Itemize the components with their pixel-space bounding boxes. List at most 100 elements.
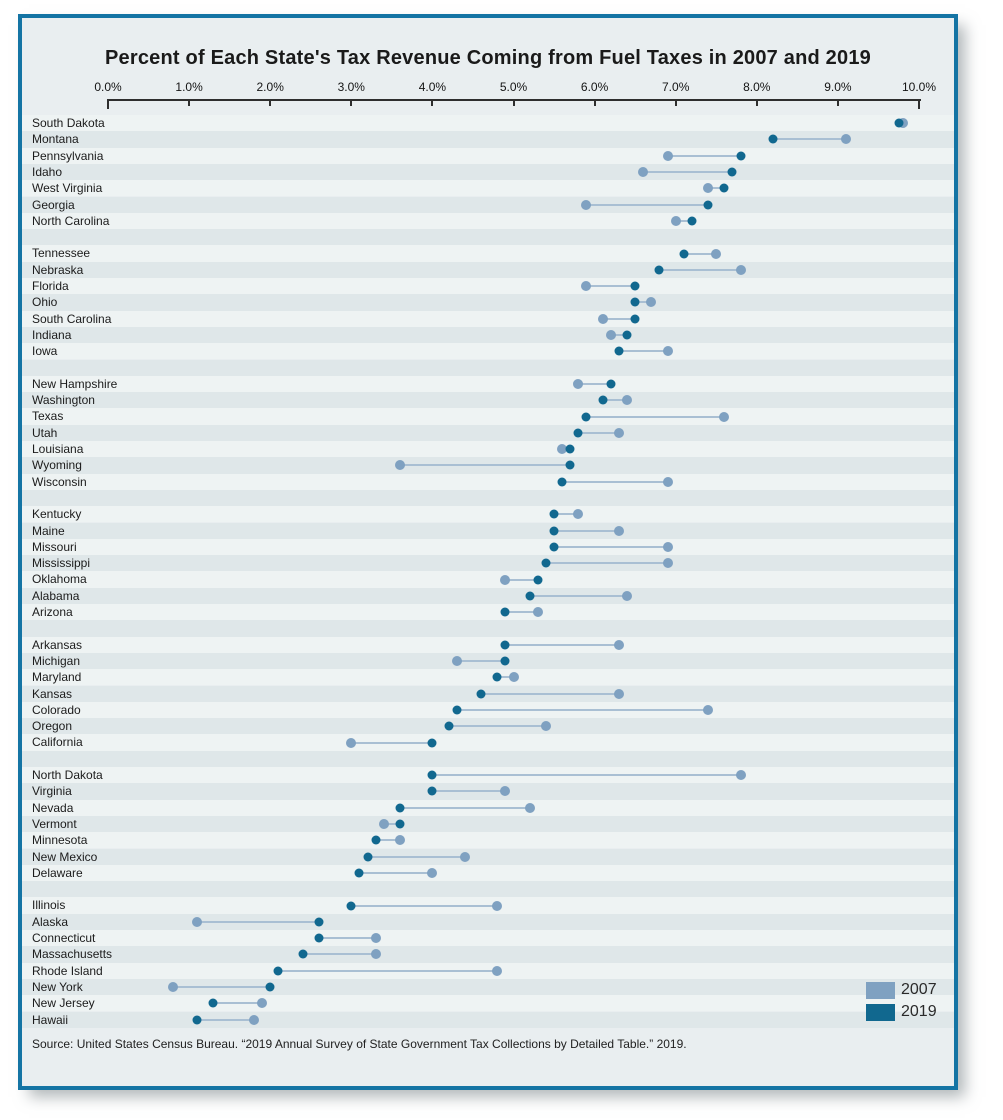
dot-2019 [354, 868, 364, 878]
connector-line [505, 643, 619, 646]
connector-line [351, 741, 433, 744]
legend-label-2019: 2019 [901, 1003, 937, 1020]
state-label: Missouri [32, 539, 77, 554]
x-axis-tick [512, 99, 515, 106]
dot-2019 [679, 249, 689, 259]
dot-2007 [735, 770, 746, 781]
state-row: Delaware [22, 864, 954, 882]
spacer-row [22, 489, 954, 507]
connector-line [367, 855, 465, 858]
connector-line [456, 660, 506, 663]
dot-2019 [395, 803, 405, 813]
state-row: Minnesota [22, 832, 954, 849]
dot-2019 [525, 591, 535, 601]
state-row: Washington [22, 392, 954, 409]
state-label: Alabama [32, 588, 80, 603]
state-label: West Virginia [32, 181, 103, 196]
dot-2007 [557, 444, 568, 455]
state-label: South Dakota [32, 116, 105, 130]
state-row: Idaho [22, 163, 954, 181]
state-row: Iowa [22, 343, 954, 360]
dot-2019 [492, 672, 502, 682]
dot-2007 [508, 672, 519, 683]
dot-2007 [703, 183, 714, 194]
state-row: New Mexico [22, 848, 954, 865]
source-citation: Source: United States Census Bureau. “20… [32, 1037, 687, 1051]
state-row: South Carolina [22, 310, 954, 327]
state-row: Massachusetts [22, 946, 954, 963]
dot-2019 [533, 575, 543, 585]
dot-2007 [670, 215, 681, 226]
state-label: Illinois [32, 898, 66, 913]
legend-swatch-2019 [866, 1003, 895, 1021]
dot-2007 [581, 199, 592, 210]
dot-2007 [500, 786, 511, 797]
state-label: Alaska [32, 914, 69, 929]
state-label: Utah [32, 425, 58, 440]
connector-line [213, 1002, 263, 1005]
dot-2007 [394, 835, 405, 846]
state-label: Louisiana [32, 442, 84, 456]
x-axis-tick [350, 99, 353, 106]
dot-2007 [451, 656, 462, 667]
connector-line [375, 839, 400, 842]
dot-2007 [540, 721, 551, 732]
state-label: Minnesota [32, 833, 88, 848]
connector-line [432, 774, 741, 777]
x-axis-tick [107, 99, 109, 109]
dot-2007 [735, 264, 746, 275]
x-axis-tick-label: 5.0% [499, 80, 528, 94]
state-row: Wisconsin [22, 473, 954, 490]
connector-line [602, 399, 628, 402]
dot-2019 [192, 1015, 202, 1025]
connector-line [610, 334, 628, 337]
state-row: Tennessee [22, 245, 954, 262]
connector-line [505, 611, 538, 614]
connector-line [618, 350, 668, 353]
state-label: Colorado [32, 702, 81, 717]
dot-2019 [541, 558, 551, 568]
state-label: California [32, 735, 83, 750]
connector-line [562, 480, 668, 483]
dot-2019 [719, 183, 729, 193]
connector-line [545, 562, 668, 565]
state-row: Wyoming [22, 457, 954, 474]
state-row: Nevada [22, 799, 954, 816]
state-label: Washington [32, 393, 95, 408]
dot-2019 [395, 819, 405, 829]
plot-area: South Dakota Montana Pennsylvania Idaho West… [22, 18, 954, 1086]
x-axis-tick [674, 99, 677, 106]
state-label: South Carolina [32, 311, 112, 326]
state-label: Tennessee [32, 246, 91, 261]
dot-2019 [549, 509, 559, 519]
state-row: Hawaii [22, 1011, 954, 1028]
state-row: Alaska [22, 913, 954, 930]
spacer-row [22, 620, 954, 637]
dot-2007 [370, 949, 381, 960]
state-row: Colorado [22, 701, 954, 719]
x-axis-tick [593, 99, 596, 106]
dot-2007 [613, 688, 624, 699]
dot-2007 [646, 297, 657, 308]
state-label: Pennsylvania [32, 148, 104, 163]
dot-2007 [613, 525, 624, 536]
dot-2007 [192, 916, 203, 927]
dot-2019 [208, 998, 218, 1008]
state-label: Virginia [32, 784, 72, 799]
connector-line [172, 986, 271, 989]
state-row: Michigan [22, 652, 954, 670]
dot-2019 [687, 216, 697, 226]
connector-line [578, 382, 611, 385]
dot-2019 [727, 167, 737, 177]
dot-2019 [314, 917, 324, 927]
state-row: Connecticut [22, 930, 954, 947]
state-row: Oregon [22, 718, 954, 735]
dot-2019 [598, 395, 608, 405]
dot-2019 [452, 705, 462, 715]
state-row: New Jersey [22, 995, 954, 1012]
x-axis-tick-label: 6.0% [580, 80, 609, 94]
dot-2007 [257, 998, 268, 1009]
dot-2019 [346, 901, 356, 911]
dot-2019 [298, 949, 308, 959]
state-label: Hawaii [32, 1012, 69, 1027]
